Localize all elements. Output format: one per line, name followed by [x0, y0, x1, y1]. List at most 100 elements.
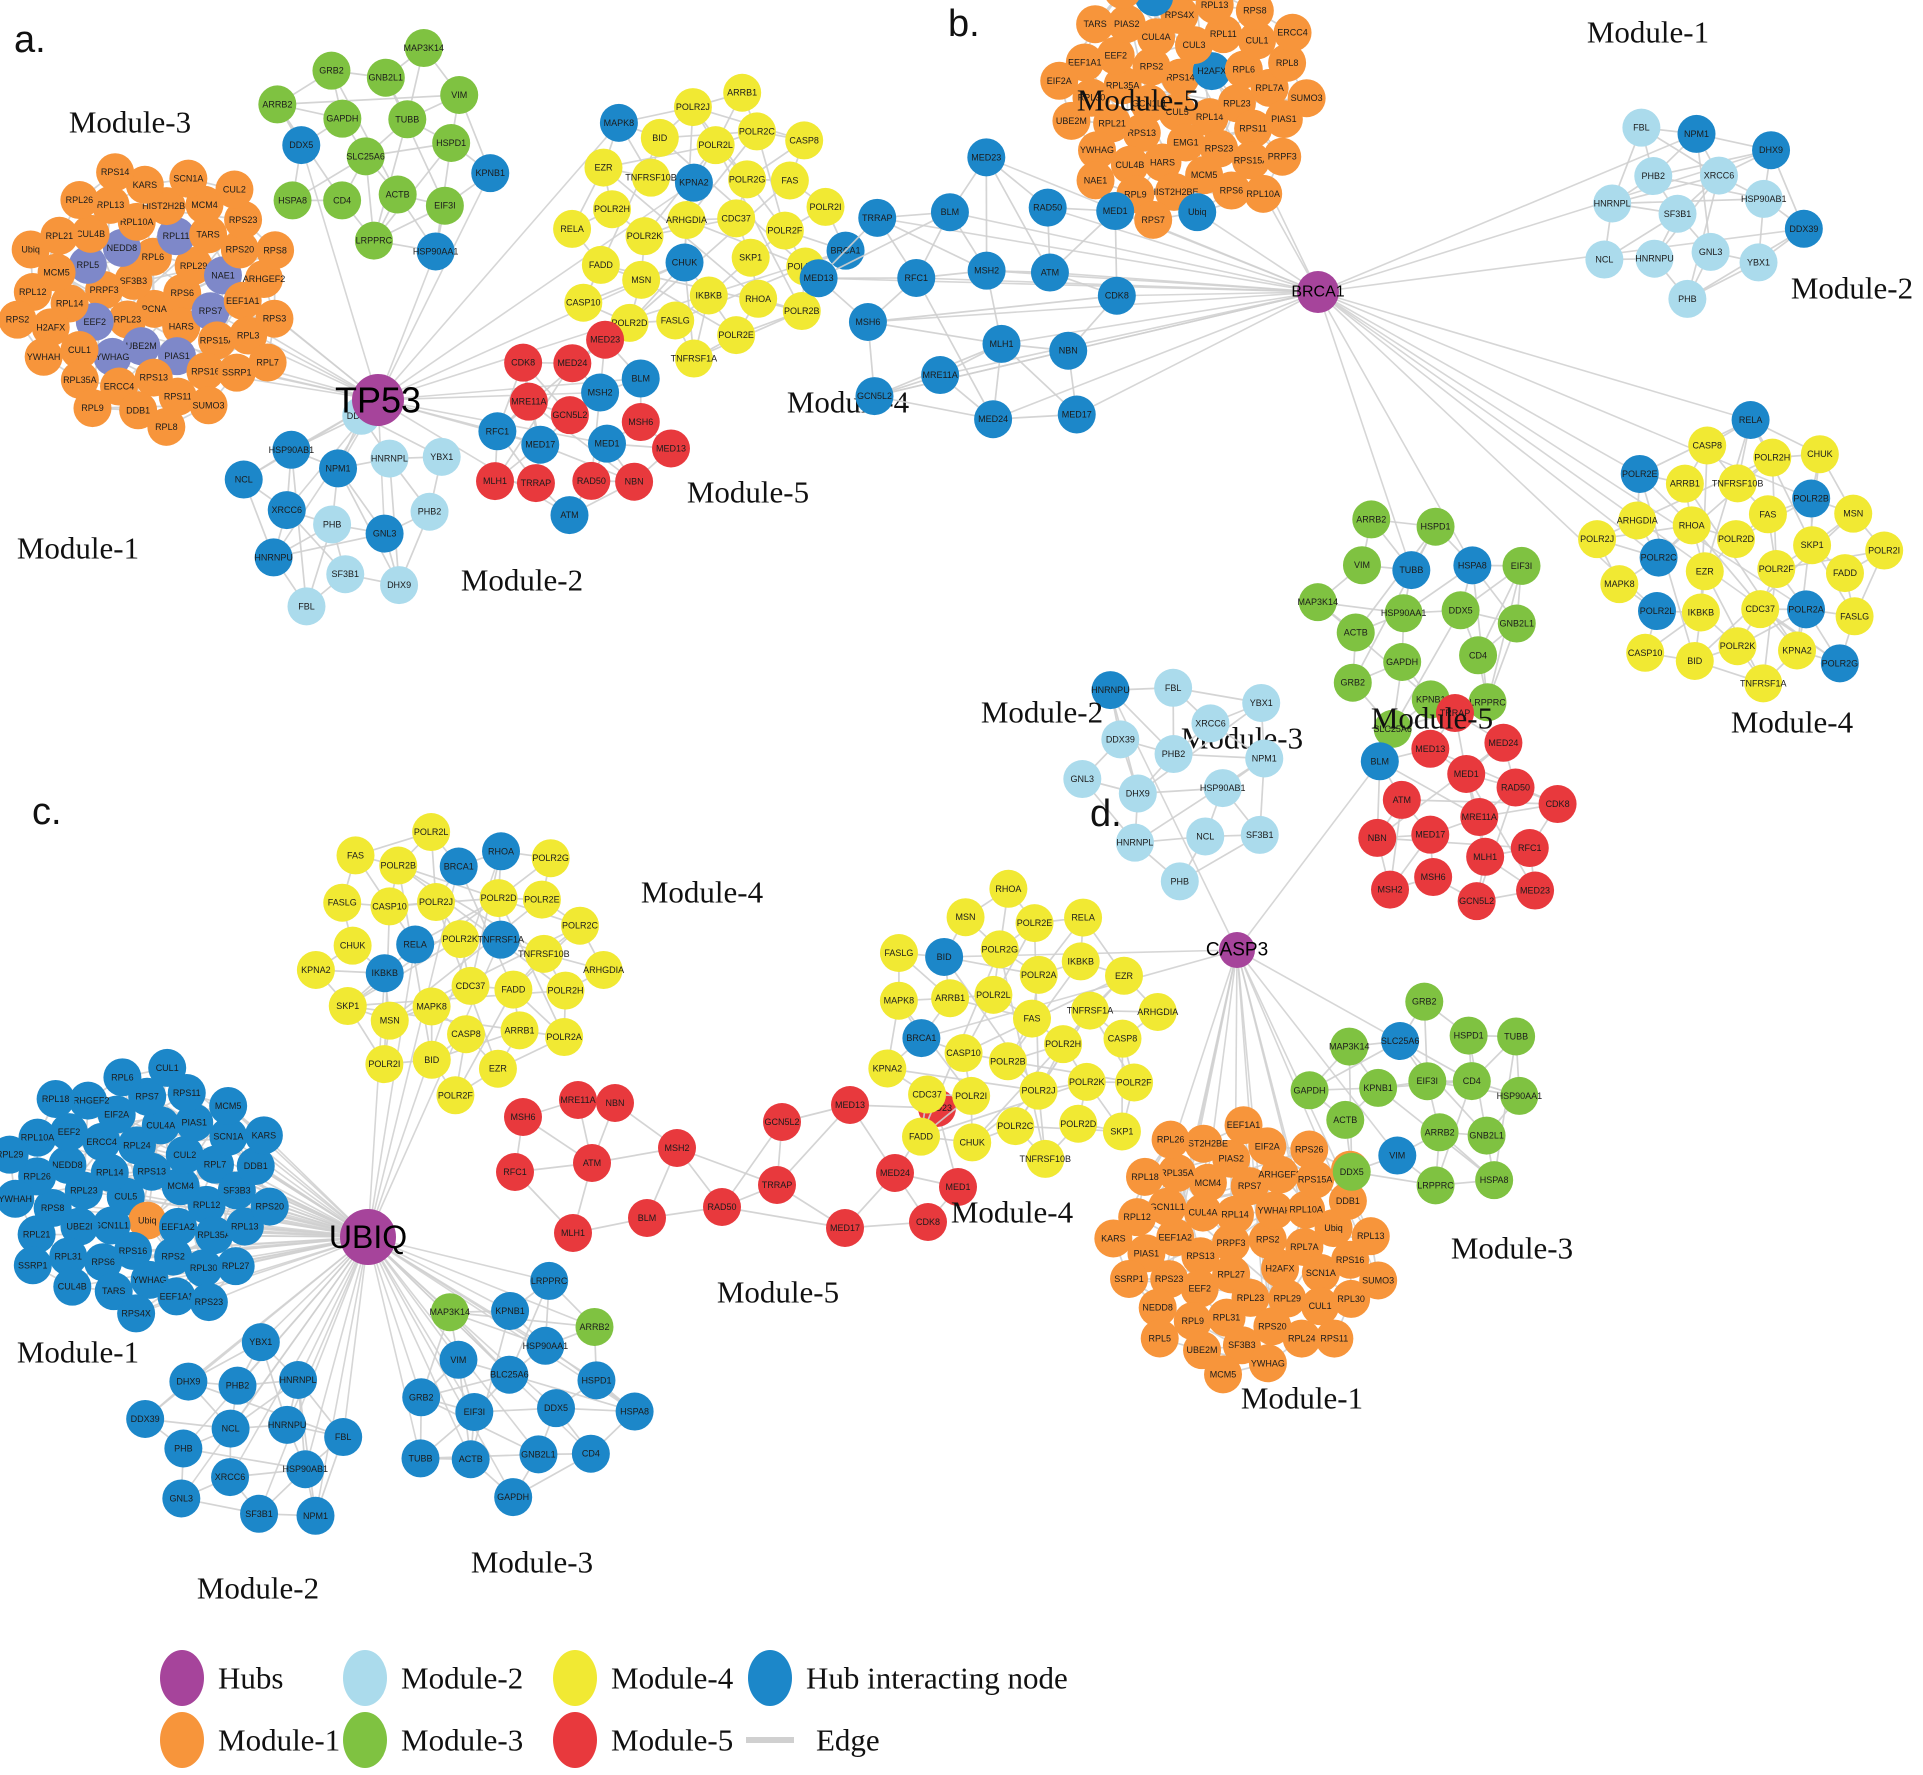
node-label: FASLG [884, 948, 913, 958]
node-label: RPL3 [237, 331, 260, 341]
node-MED13: MED13 [1411, 729, 1450, 768]
node-label: POLR2B [784, 306, 820, 316]
node-label: POLR2H [1754, 453, 1790, 463]
edge [1317, 133, 1697, 293]
node-SF3B1: SF3B1 [240, 1494, 279, 1533]
node-label: ARRB1 [935, 993, 965, 1003]
node-ACTB: ACTB [1336, 613, 1375, 652]
node-RPS15A: RPS15A [1296, 1160, 1335, 1199]
edge [277, 94, 460, 106]
node-label: FAS [781, 175, 798, 185]
node-label: DHX9 [1126, 788, 1150, 798]
node-HSP90AA1: HSP90AA1 [413, 232, 458, 271]
node-RPL13: RPL13 [91, 185, 130, 224]
hub-label: TP53 [335, 380, 421, 421]
node-label: SF3B3 [1228, 1340, 1256, 1350]
node-label: RPL14 [96, 1168, 124, 1178]
node-label: CDK8 [1546, 799, 1570, 809]
node-label: RPL21 [1098, 118, 1126, 128]
node-label: CUL5 [1166, 107, 1189, 117]
node-label: EMG1 [1173, 137, 1199, 147]
node-EEF2: EEF2 [49, 1113, 88, 1152]
node-HSPD1: HSPD1 [577, 1361, 616, 1400]
node-label: POLR2E [524, 895, 560, 905]
node-GNB2L1: GNB2L1 [1497, 604, 1536, 643]
node-RPS7: RPS7 [191, 292, 230, 331]
node-EZR: EZR [584, 148, 623, 187]
node-label: POLR2I [368, 1059, 400, 1069]
node-label: POLR2J [1022, 1086, 1056, 1096]
node-label: ARHGEF2 [67, 1096, 110, 1106]
node-ARHGEF2: ARHGEF2 [243, 260, 285, 299]
node-label: RPL6 [142, 252, 165, 262]
edge [297, 1379, 317, 1516]
edge [1049, 271, 1319, 293]
node-label: POLR2G [532, 853, 569, 863]
node-label: CASP8 [451, 1029, 481, 1039]
node-label: MSN [956, 912, 976, 922]
node-label: MAPK8 [884, 996, 915, 1006]
node-IKBKB: IKBKB [1061, 942, 1100, 981]
edge [208, 1236, 369, 1303]
node-label: GCN1L1 [1150, 1202, 1185, 1212]
module-title-b-module-5: Module-5 [1077, 83, 1199, 118]
a-module-5-nodes: GCN5L2 MED1 MED17 MSH2 RAD50 MRE11A MSH6 TRRAP M… [476, 320, 690, 535]
node-GNB2L1: GNB2L1 [366, 58, 405, 97]
node-label: GRB2 [409, 1392, 434, 1402]
node-label: RPL11 [163, 231, 190, 241]
legend-swatch [553, 1712, 597, 1768]
node-RPS7: RPS7 [1230, 1167, 1269, 1206]
node-RPL35A: RPL35A [195, 1216, 234, 1255]
node-label: RPL31 [1213, 1313, 1241, 1323]
node-POLR2C: POLR2C [561, 906, 600, 945]
edge [183, 1447, 306, 1471]
node-SUMO3: SUMO3 [1287, 79, 1326, 118]
node-label: SKP1 [1801, 540, 1824, 550]
b-module-3-nodes: HSP90AA1 DDX5 GAPDH TUBB CD4 ACTB HSPA8 KPNB1 VI… [1298, 500, 1541, 748]
node-label: H2AFX [1266, 1263, 1295, 1273]
node-label: RPS23 [1155, 1274, 1184, 1284]
node-label: KARS [1101, 1233, 1126, 1243]
node-label: MCM4 [167, 1181, 194, 1191]
node-POLR2H: POLR2H [592, 190, 631, 229]
node-label: YBX1 [430, 452, 453, 462]
node-label: NEDD8 [52, 1160, 83, 1170]
node-RPS14: RPS14 [96, 153, 135, 192]
node-Ubiq: Ubiq [1178, 193, 1217, 232]
node-label: PHB [174, 1443, 193, 1453]
node-label: RAD50 [577, 476, 606, 486]
node-POLR2C: POLR2C [996, 1107, 1035, 1146]
node-FAS: FAS [1748, 495, 1787, 534]
node-label: VIM [450, 1355, 466, 1365]
edge [1391, 609, 1462, 730]
node-RPL9: RPL9 [1173, 1302, 1212, 1341]
module-title-a-module-2: Module-2 [461, 563, 583, 598]
node-GAPDH: GAPDH [1383, 643, 1422, 682]
node-label: RPL35A [1160, 1168, 1194, 1178]
node-label: PRPF3 [1268, 152, 1297, 162]
node-BRCA1: BRCA1 [439, 847, 478, 886]
node-label: KARS [133, 180, 158, 190]
node-label: HSP90AB1 [269, 445, 315, 455]
node-CASP8: CASP8 [1688, 426, 1727, 465]
node-label: CUL4B [76, 229, 105, 239]
panel-c: POLR2K CDC37 RELA TNFRSF1A MAPK8 POLR2J FADD IK… [0, 791, 977, 1606]
node-label: RPL10A [120, 217, 154, 227]
node-label: DDX5 [1340, 1167, 1364, 1177]
node-label: DHX9 [176, 1377, 200, 1387]
node-POLR2G: POLR2G [531, 839, 570, 878]
node-label: YBX1 [249, 1337, 272, 1347]
node-label: ARHGDIA [1137, 1007, 1178, 1017]
node-label: KPNA2 [679, 178, 709, 188]
d-module-2-nodes: PHB2 HSP90AB1 DHX9 XRCC6 NCL DDX39 NPM1 HNRNPL F… [1063, 668, 1284, 901]
node-DDX5: DDX5 [537, 1389, 576, 1428]
node-PHB: PHB [164, 1429, 203, 1468]
node-PHB: PHB [1160, 862, 1199, 901]
node-CDC37: CDC37 [1741, 590, 1780, 629]
node-POLR2J: POLR2J [417, 883, 456, 922]
panel-b: CUL5 RPS14 RPL14 GCN1L1 H2AFX EMG1 RPS2 RPL23 RP… [799, 0, 1913, 756]
node-label: ARRB2 [579, 1322, 609, 1332]
node-RELA: RELA [396, 925, 435, 964]
node-ARHGDIA: ARHGDIA [666, 201, 707, 240]
node-label: EEF2 [1188, 1284, 1211, 1294]
